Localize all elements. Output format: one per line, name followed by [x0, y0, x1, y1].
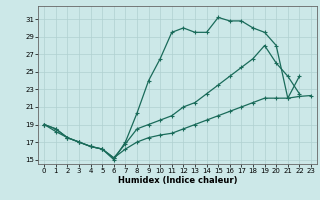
X-axis label: Humidex (Indice chaleur): Humidex (Indice chaleur) — [118, 176, 237, 185]
